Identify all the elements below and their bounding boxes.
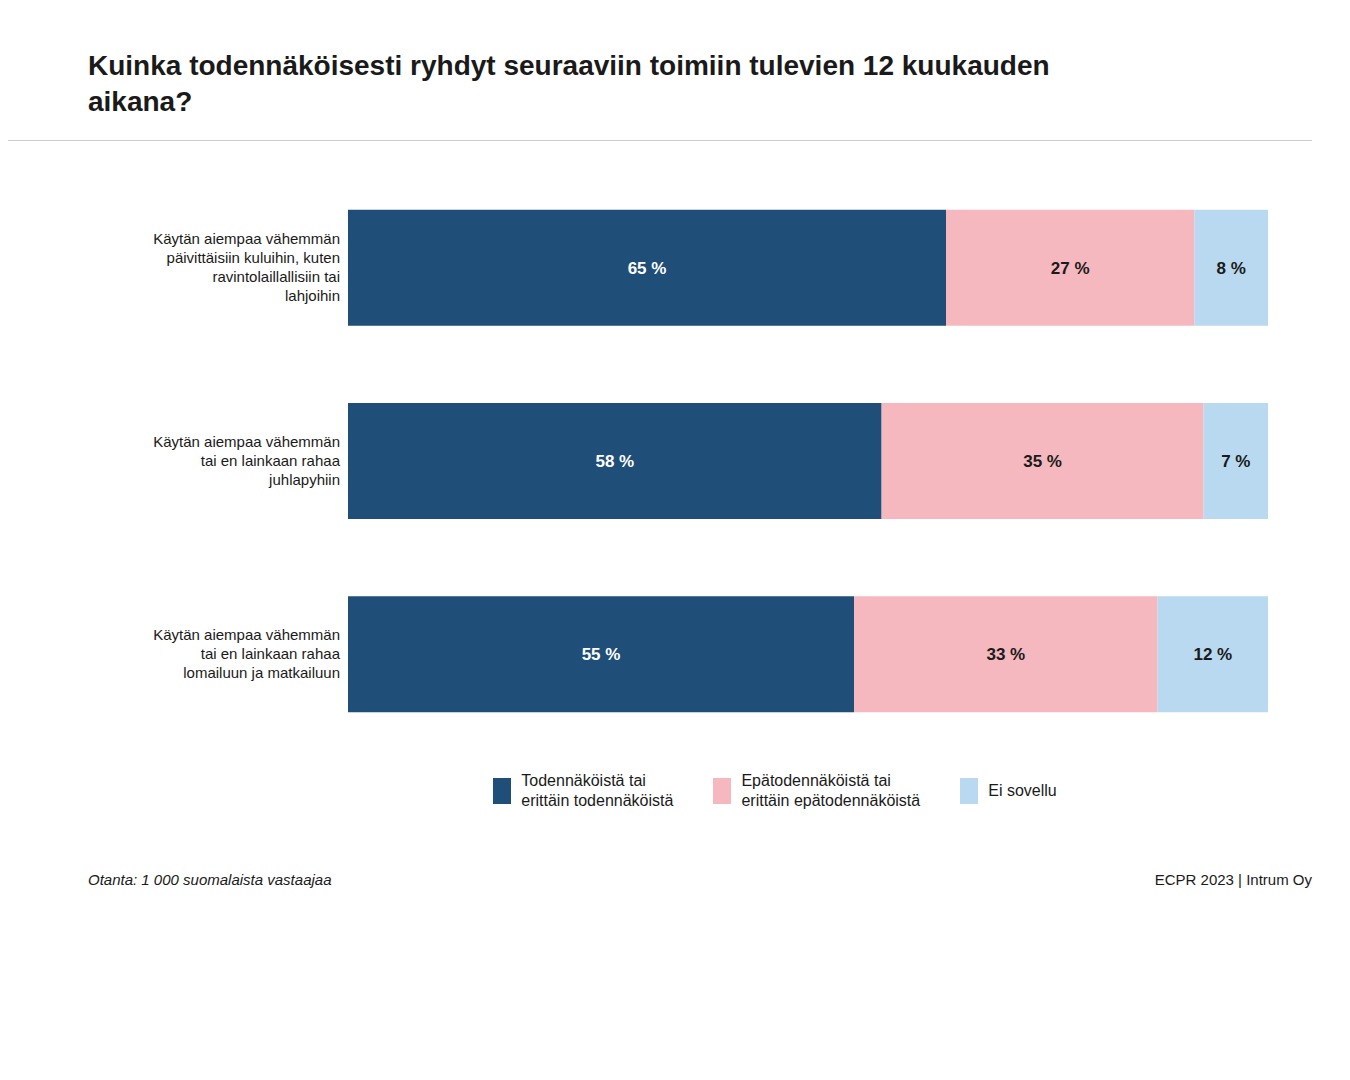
html-text:Epätodennäköistä tai erittäin: Epätodennäköistä tai erittäin epätodennä… xyxy=(741,772,921,809)
svg-text:8 %: 8 % xyxy=(1217,259,1246,278)
html-text:Kuinka todennäköisesti ryhdyt: Kuinka todennäköisesti ryhdyt seuraaviin… xyxy=(88,50,1050,117)
svg-text:27 %: 27 % xyxy=(1051,259,1090,278)
svg-text:58 %: 58 % xyxy=(595,452,634,471)
svg-text:33 %: 33 % xyxy=(986,645,1025,664)
html-text:ECPR 2023 | Intrum Oy: ECPR 2023 | Intrum Oy xyxy=(1154,871,1312,888)
svg-text:7 %: 7 % xyxy=(1221,452,1250,471)
svg-text:Käytän aiempaa vähemmäntai en: Käytän aiempaa vähemmäntai en lainkaan r… xyxy=(153,626,340,681)
html-text:Ei sovellu: Ei sovellu xyxy=(988,782,1057,799)
svg-text:Käytän aiempaa vähemmäntai en: Käytän aiempaa vähemmäntai en lainkaan r… xyxy=(153,433,340,488)
svg-text:65 %: 65 % xyxy=(628,259,667,278)
html-text:Todennäköistä tai erittäin tod: Todennäköistä tai erittäin todennäköistä xyxy=(521,772,674,809)
svg-text:Käytän aiempaa vähemmänpäivitt: Käytän aiempaa vähemmänpäivittäisiin kul… xyxy=(153,230,340,304)
svg-text:55 %: 55 % xyxy=(582,645,621,664)
html-text:Otanta: 1 000 suomalaista vast: Otanta: 1 000 suomalaista vastaajaa xyxy=(88,871,332,888)
svg-text:35 %: 35 % xyxy=(1023,452,1062,471)
svg-text:12 %: 12 % xyxy=(1193,645,1232,664)
